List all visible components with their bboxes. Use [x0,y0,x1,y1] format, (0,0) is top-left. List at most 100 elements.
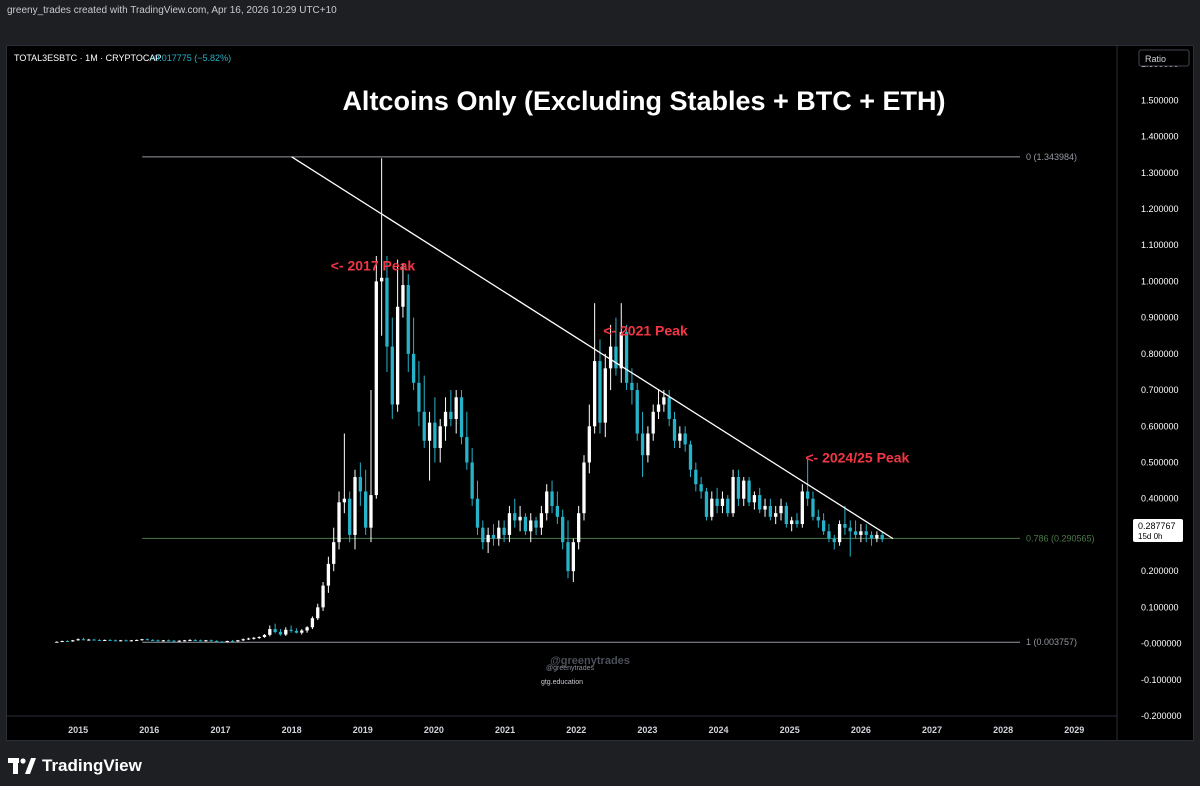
candle [491,524,496,546]
candle-body [427,422,432,441]
candle [843,505,847,535]
candle-body [177,640,181,642]
candle [193,639,197,641]
candle [65,640,70,643]
candle [603,353,607,438]
candle-body [672,419,677,441]
candle [406,274,410,372]
candle-body [395,306,400,405]
x-tick-label: 2022 [566,725,586,735]
candle-body [465,437,469,463]
candle-body [294,630,299,633]
symbol-legend[interactable]: TOTAL3ESBTC · 1M · CRYPTOCAP [14,53,161,63]
candle-body [55,641,59,643]
attribution-bar: greeny_trades created with TradingView.c… [0,0,1200,22]
candle-body [603,368,607,423]
candle [545,484,549,521]
candle [81,637,86,641]
tradingview-logo-text: TradingView [42,756,142,775]
candle-body [348,498,352,535]
candle-body [624,332,629,383]
candle-body [880,534,884,540]
candle-body [662,397,666,405]
candle [758,487,762,514]
candle-body [236,640,240,642]
y-tick-label: -0.200000 [1141,711,1182,721]
candle-body [81,639,86,641]
candle [747,476,751,506]
ratio-button[interactable] [1138,49,1190,67]
candle-body [124,640,128,642]
ratio-button-label[interactable]: Ratio [1145,54,1166,64]
candle-body [875,534,879,539]
candle-body [188,639,192,641]
y-tick-label: 1.000000 [1141,276,1179,286]
candle [273,623,277,634]
candle [864,524,868,543]
price-chart[interactable]: 0 (1.343984) 0.786 (0.290565) 1 (0.003757)… [0,0,1200,746]
tradingview-logo[interactable]: TradingView [8,754,142,778]
candle [539,505,544,535]
candle [592,303,597,434]
candle [880,531,884,543]
candle-body [390,346,394,405]
candle-body [720,498,725,506]
candle-body [166,640,171,642]
candle [443,397,448,441]
candle [832,534,836,550]
candle-body [262,634,267,638]
candle [198,639,203,642]
candle-body [507,513,512,535]
candle [140,638,144,641]
candle [342,433,347,514]
x-tick-label: 2018 [282,725,302,735]
candle [268,625,272,637]
candle-body [747,480,751,503]
candle-body [491,534,496,539]
x-tick-label: 2025 [780,725,800,735]
candle [60,640,64,643]
candle-body [65,641,70,643]
price-axis: 1.6000001.5000001.4000001.3000001.200000… [1141,59,1182,721]
candle [805,458,810,506]
candle-body [795,520,799,525]
candle [848,520,852,557]
candle-body [385,277,389,347]
candle [337,491,341,550]
watermark-handle: @greenytrades [550,655,630,667]
candle-body [305,627,309,631]
candle [300,629,304,635]
candle-body [640,433,645,456]
candle-body [230,641,235,643]
candle-body [454,397,458,420]
candle-body [140,639,144,641]
candle [582,455,586,521]
x-tick-label: 2020 [424,725,444,735]
candle-body [656,404,661,412]
candle-body [811,498,815,517]
candle-body [193,639,197,641]
candle [305,626,309,633]
candle [726,495,730,517]
candle [821,513,826,535]
candle-body [561,516,565,543]
candle-body [156,640,160,642]
candle-body [577,513,581,543]
candle [736,469,741,506]
candle [619,303,623,383]
candle-body [411,353,416,383]
candle-body [209,640,213,642]
candle [92,638,96,641]
candle-body [204,640,208,642]
candle-body [92,639,96,641]
candle-body [837,524,842,543]
candle-body [523,516,528,532]
chart-title: Altcoins Only (Excluding Stables + BTC +… [342,86,945,116]
candle-body [273,629,277,632]
fib-level-label: 0 (1.343984) [1026,152,1077,162]
candle-body [726,498,730,514]
candle-body [790,520,794,525]
candle [656,390,661,420]
candle-body [220,641,224,643]
candle [129,639,134,642]
